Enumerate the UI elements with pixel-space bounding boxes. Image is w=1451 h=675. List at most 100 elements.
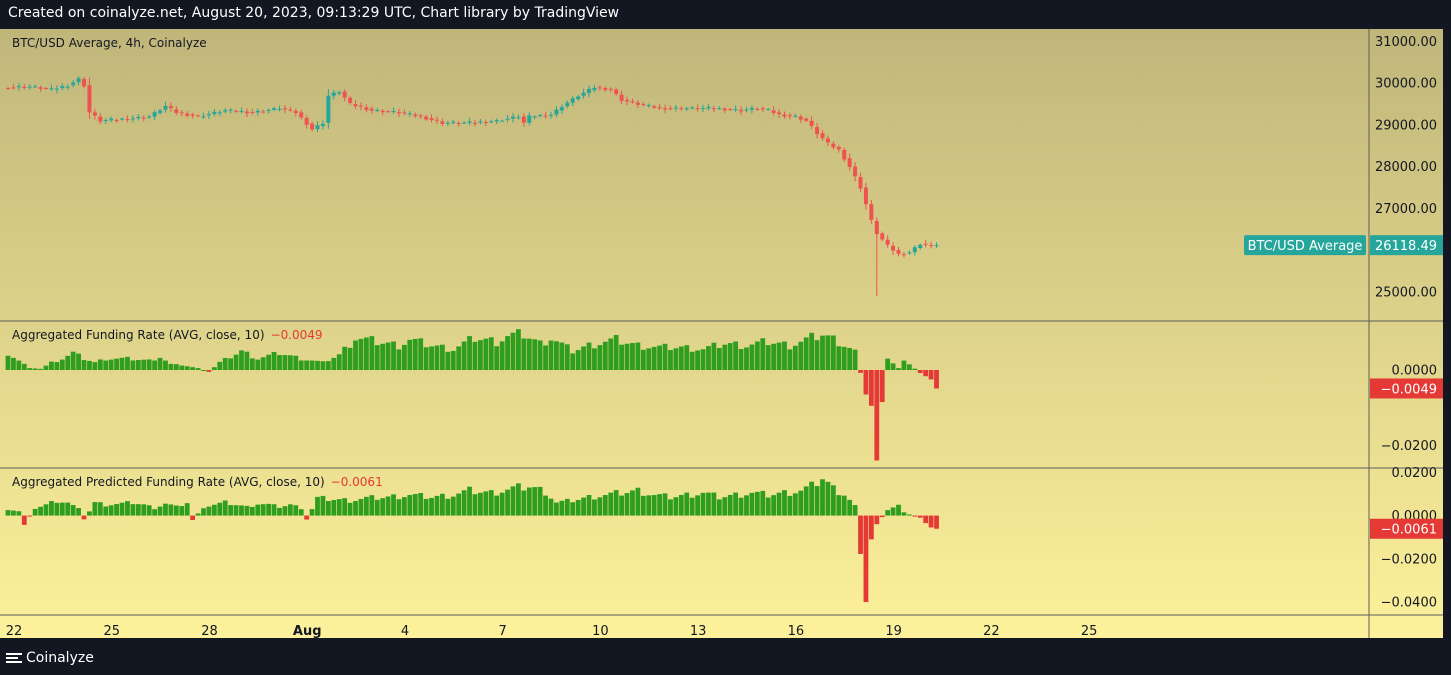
histogram-bar — [809, 481, 815, 516]
candle — [809, 116, 814, 130]
histogram-bar — [135, 504, 141, 516]
candle-body — [136, 116, 141, 119]
histogram-bar — [38, 506, 43, 516]
histogram-bar — [233, 354, 239, 370]
histogram-bar — [548, 340, 554, 370]
histogram-bar — [733, 492, 739, 516]
histogram-bar — [684, 345, 690, 370]
x-tick-label: 25 — [1081, 624, 1098, 639]
histogram-bar — [119, 357, 125, 370]
candle-body — [234, 110, 239, 112]
histogram-bar — [434, 495, 440, 516]
last-value-label: −0.0049 — [1381, 382, 1437, 397]
histogram-bar — [575, 350, 581, 370]
histogram-bar — [820, 479, 825, 516]
histogram-bar — [11, 357, 16, 370]
pane-2[interactable]: 0.0000 −0.0200 Aggregated Funding Rate (AV… — [5, 328, 1443, 461]
candle — [228, 107, 233, 114]
candle — [472, 119, 477, 127]
histogram-bar — [478, 340, 483, 370]
pane-1[interactable]: 31000.00 30000.00 29000.00 28000.00 27000.00… — [6, 35, 1443, 300]
histogram-bar — [700, 349, 706, 370]
candle — [293, 108, 298, 117]
candle-body — [901, 254, 906, 256]
histogram-bar — [619, 495, 624, 516]
candle — [880, 231, 885, 242]
histogram-bar — [244, 505, 250, 516]
histogram-bar — [374, 499, 380, 516]
candle-body — [49, 88, 54, 90]
histogram-bar — [369, 495, 375, 516]
histogram-bar — [668, 350, 673, 370]
candle-body — [728, 109, 733, 111]
histogram-bar — [874, 370, 880, 461]
footer-brand[interactable]: Coinalyze — [6, 648, 94, 668]
candle — [168, 102, 173, 112]
candle-body — [451, 121, 456, 123]
candle — [853, 162, 858, 182]
histogram-bar — [282, 506, 288, 516]
histogram-bar — [217, 361, 223, 370]
histogram-bar — [635, 487, 641, 516]
candle-body — [478, 121, 483, 123]
histogram-bar — [65, 502, 71, 516]
histogram-bar — [532, 339, 538, 370]
header-text: Created on coinalyze.net, August 20, 202… — [8, 5, 620, 21]
candle — [27, 84, 32, 90]
candle-body — [516, 117, 521, 119]
histogram-bar — [532, 487, 538, 516]
candle — [635, 100, 640, 109]
histogram-bar — [412, 338, 418, 370]
histogram-bar — [678, 346, 684, 370]
last-value-label: −0.0061 — [1381, 523, 1437, 538]
histogram-bar — [825, 481, 831, 516]
histogram-bar — [168, 363, 174, 370]
histogram-bar — [537, 486, 543, 516]
candle-body — [272, 108, 277, 110]
candle-body — [521, 116, 526, 123]
histogram-bar — [282, 355, 288, 370]
histogram-bar — [125, 501, 130, 516]
candle-body — [168, 106, 173, 109]
candle-body — [429, 118, 434, 120]
histogram-bar — [76, 508, 81, 516]
candle-body — [418, 115, 423, 117]
candle — [353, 100, 358, 109]
candle-body — [793, 115, 798, 117]
candle-body — [918, 244, 923, 248]
last-value-badge — [1370, 378, 1443, 399]
histogram-bar — [798, 490, 804, 516]
histogram-bar — [787, 349, 793, 370]
candle — [863, 182, 868, 210]
candle-body — [706, 107, 711, 109]
histogram-bar — [570, 502, 576, 516]
candle-body — [787, 115, 792, 117]
histogram-bar — [847, 499, 853, 516]
histogram-bar — [412, 493, 418, 516]
candle — [478, 118, 483, 125]
candle — [391, 107, 396, 114]
candle-body — [679, 108, 684, 110]
histogram-bar — [771, 495, 777, 516]
histogram-bar — [353, 500, 358, 516]
candle — [766, 108, 771, 111]
candle-body — [630, 101, 635, 103]
histogram-bar — [868, 515, 874, 540]
histogram-bar — [201, 508, 206, 516]
histogram-bar — [70, 505, 76, 516]
candle-body — [489, 121, 494, 123]
candle — [739, 106, 744, 116]
candle-body — [440, 121, 445, 124]
candle-body — [185, 113, 190, 116]
histogram-bar — [554, 341, 559, 370]
histogram-bar — [858, 370, 863, 373]
candle — [825, 135, 830, 147]
candle — [125, 115, 130, 123]
histogram-bar — [716, 348, 722, 370]
histogram-bar — [353, 340, 358, 370]
histogram-bar — [613, 490, 619, 516]
candle — [320, 120, 325, 130]
candle — [576, 95, 581, 101]
